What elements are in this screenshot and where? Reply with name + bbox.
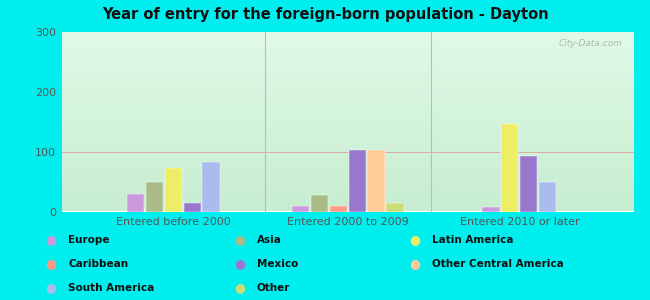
Bar [164,168,182,212]
Text: Mexico: Mexico [257,259,298,269]
Text: Latin America: Latin America [432,235,514,245]
Bar [183,202,201,211]
Text: Year of entry for the foreign-born population - Dayton: Year of entry for the foreign-born popul… [101,8,549,22]
Bar [520,156,538,212]
Bar [482,207,500,212]
Text: ●: ● [234,281,245,295]
Bar [311,195,328,212]
Text: Caribbean: Caribbean [68,259,129,269]
Text: ●: ● [234,257,245,271]
Bar [202,162,220,212]
Text: ●: ● [410,257,421,271]
Text: Asia: Asia [257,235,281,245]
Text: ●: ● [46,233,57,247]
Bar [367,150,385,211]
Bar [386,202,404,211]
Bar [330,206,347,212]
Bar [539,182,556,212]
Text: South America: South America [68,283,155,293]
Text: ●: ● [46,281,57,295]
Text: ●: ● [410,233,421,247]
Text: Other: Other [257,283,290,293]
Text: ●: ● [46,257,57,271]
Bar [292,206,309,212]
Text: City-Data.com: City-Data.com [558,39,622,48]
Bar [127,194,144,211]
Text: Other Central America: Other Central America [432,259,564,269]
Text: Europe: Europe [68,235,110,245]
Text: ●: ● [234,233,245,247]
Bar [501,124,519,212]
Bar [348,150,366,211]
Bar [146,182,163,212]
